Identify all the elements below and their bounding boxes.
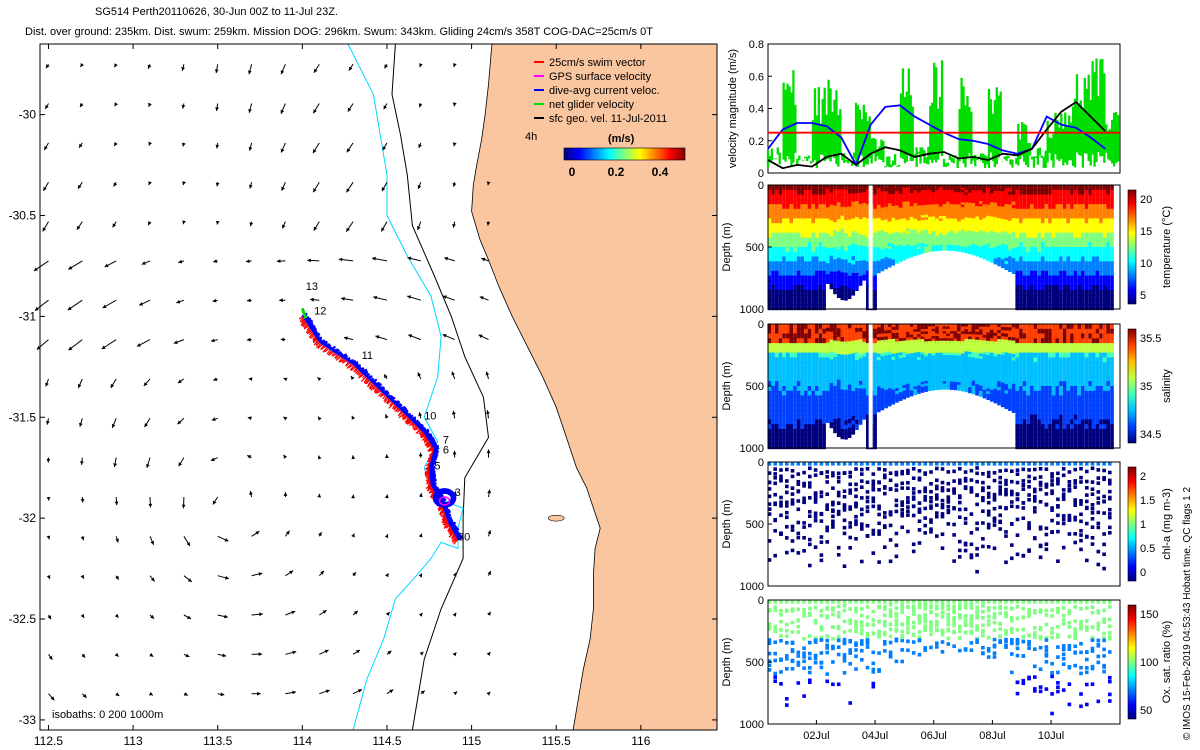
colorbar-tick: 0	[569, 165, 576, 179]
isobaths-label: isobaths: 0 200 1000m	[52, 709, 163, 721]
day-label: 6	[443, 445, 449, 457]
y-tick-label: -33	[19, 713, 37, 727]
colorbar-tick: 0.2	[608, 165, 625, 179]
scale-label: 4h	[525, 131, 537, 143]
x-tick-label: 116	[631, 734, 650, 748]
legend-label: dive-avg current veloc.	[549, 85, 660, 97]
y-tick-label: -31	[19, 309, 37, 323]
colorbar	[563, 147, 686, 161]
x-tick-label: 115.5	[542, 734, 571, 748]
day-label: 30	[458, 531, 470, 543]
colorbar-tick: 0.4	[652, 165, 669, 179]
legend-label: GPS surface velocity	[549, 71, 652, 83]
legend-label: net glider velocity	[549, 99, 634, 111]
day-label: 13	[306, 281, 318, 293]
x-tick-label: 113	[124, 734, 143, 748]
x-tick-label: 115	[462, 734, 481, 748]
island	[547, 514, 565, 522]
day-label: 12	[314, 305, 326, 317]
y-tick-label: -31.5	[9, 410, 37, 424]
day-label: 10	[424, 410, 436, 422]
x-tick-label: 114	[293, 734, 312, 748]
y-tick-label: -32.5	[9, 612, 37, 626]
x-tick-label: 114.5	[372, 734, 401, 748]
day-label: 5	[434, 461, 440, 473]
y-tick-label: -30.5	[9, 209, 37, 223]
legend-label: sfc geo. vel. 11-Jul-2011	[549, 113, 667, 125]
y-tick-label: -30	[19, 108, 37, 122]
y-tick-label: -32	[19, 511, 37, 525]
x-tick-label: 113.5	[203, 734, 232, 748]
legend-label: 25cm/s swim vector	[549, 57, 646, 69]
day-label: 3	[455, 487, 461, 499]
colorbar-title: (m/s)	[608, 133, 635, 145]
x-tick-label: 112.5	[34, 734, 63, 748]
day-label: 11	[362, 350, 373, 362]
